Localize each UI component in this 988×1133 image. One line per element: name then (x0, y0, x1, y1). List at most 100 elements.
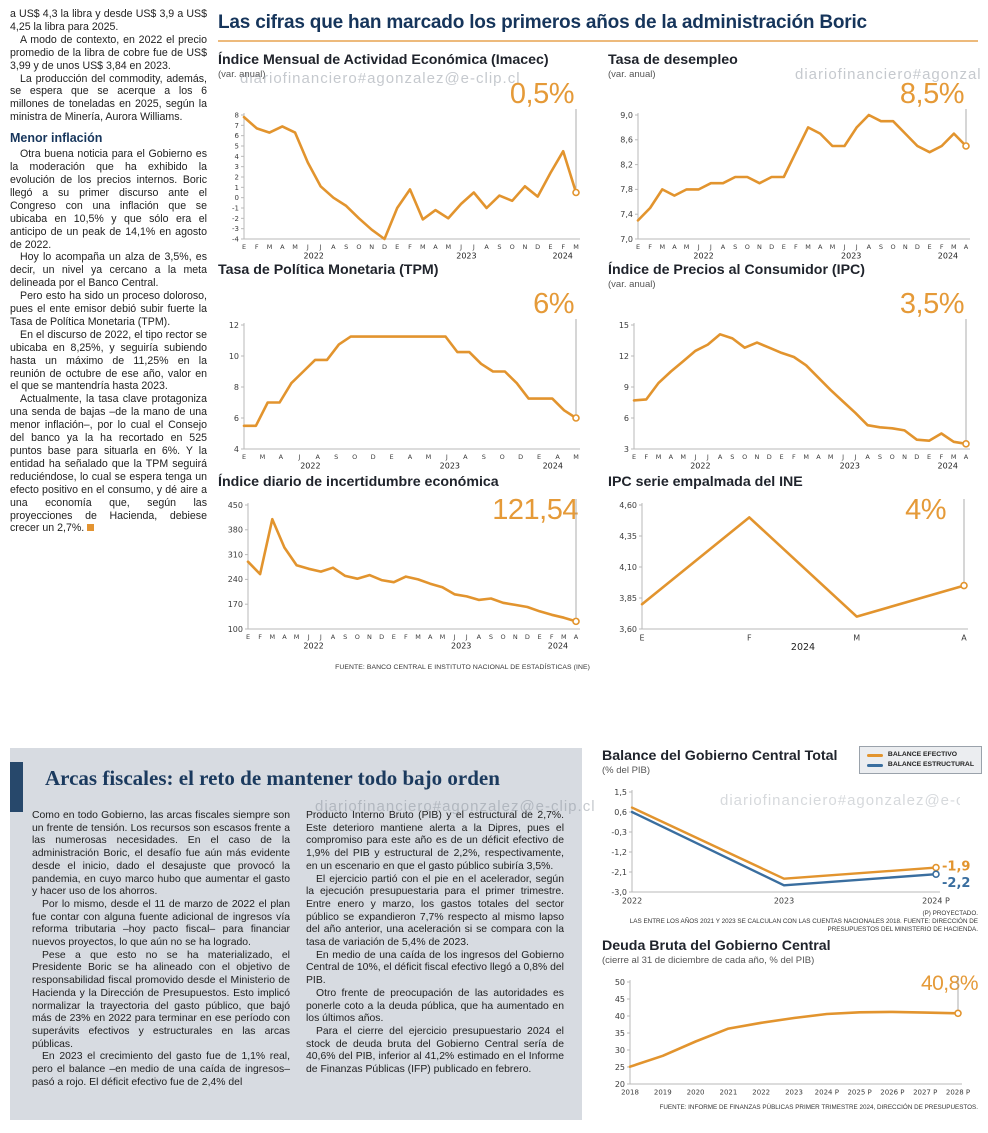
svg-text:E: E (639, 634, 644, 643)
article-paragraph: Pese a que esto no se ha materializado, … (32, 949, 290, 1050)
svg-text:4,35: 4,35 (619, 532, 637, 541)
svg-text:J: J (307, 633, 310, 641)
svg-text:M: M (573, 243, 579, 251)
svg-text:2024: 2024 (938, 462, 958, 471)
svg-text:D: D (518, 453, 523, 461)
svg-text:12: 12 (229, 321, 239, 330)
svg-text:M: M (415, 633, 421, 641)
svg-text:A: A (574, 633, 579, 641)
article-subhead: Menor inflación (10, 131, 103, 146)
svg-text:E: E (537, 453, 541, 461)
svg-text:2023: 2023 (841, 252, 861, 261)
svg-text:F: F (644, 453, 648, 461)
svg-text:S: S (730, 453, 734, 461)
svg-text:D: D (915, 243, 920, 251)
svg-text:O: O (742, 453, 747, 461)
footnote-line: LAS ENTRE LOS AÑOS 2021 Y 2023 SE CALCUL… (629, 918, 978, 933)
chart-subtitle: (% del PIB) (602, 765, 651, 776)
svg-text:2023: 2023 (774, 897, 794, 906)
svg-text:-3: -3 (232, 225, 239, 233)
title-accent-bar (10, 762, 23, 812)
svg-text:2019: 2019 (654, 1089, 672, 1097)
svg-text:N: N (367, 633, 372, 641)
svg-text:M: M (446, 243, 452, 251)
svg-text:A: A (408, 453, 413, 461)
svg-text:E: E (548, 243, 552, 251)
svg-text:M: M (803, 453, 809, 461)
line-chart-ipc: 15 12 9 6 3 E F M A M J J A S O N D E F M A M J J A S O N D E F M A 2022 2… (608, 317, 980, 480)
svg-text:M: M (659, 243, 665, 251)
svg-text:F: F (940, 243, 944, 251)
svg-text:45: 45 (615, 995, 625, 1004)
svg-text:A: A (463, 453, 468, 461)
title-rule (218, 40, 978, 42)
article-paragraph: La producción del commodity, además, se … (10, 72, 207, 124)
svg-text:2024: 2024 (791, 642, 815, 653)
svg-text:M: M (853, 634, 860, 643)
svg-text:S: S (334, 453, 338, 461)
svg-text:2026 P: 2026 P (880, 1089, 904, 1097)
svg-text:2028 P: 2028 P (946, 1089, 970, 1097)
svg-text:E: E (390, 453, 394, 461)
svg-text:2020: 2020 (687, 1089, 705, 1097)
svg-text:D: D (525, 633, 530, 641)
line-chart-incertidumbre: 450 380 310 240 170 100 E F M A M J J A S O N D E F M A M J J A S O… (218, 497, 590, 660)
svg-text:M: M (828, 453, 834, 461)
svg-text:F: F (940, 453, 944, 461)
chart-subtitle: (cierre al 31 de diciembre de cada año, … (602, 955, 815, 966)
svg-text:-2: -2 (232, 215, 239, 223)
chart-value-label: 8,5% (899, 78, 965, 110)
svg-text:15: 15 (619, 321, 629, 330)
svg-text:A: A (331, 633, 336, 641)
svg-text:J: J (319, 243, 322, 251)
article-paragraph: Otra buena noticia para el Gobierno es l… (10, 148, 207, 251)
svg-text:F: F (747, 634, 752, 643)
svg-text:-2,1: -2,1 (611, 868, 627, 877)
svg-text:4: 4 (235, 153, 240, 161)
svg-text:2023: 2023 (451, 642, 471, 651)
svg-text:F: F (404, 633, 408, 641)
svg-text:9,0: 9,0 (620, 111, 633, 120)
svg-text:3: 3 (624, 445, 629, 454)
svg-text:E: E (395, 243, 399, 251)
svg-text:2022: 2022 (690, 462, 710, 471)
svg-text:-1: -1 (232, 204, 239, 212)
svg-text:-1,2: -1,2 (611, 848, 627, 857)
svg-text:S: S (879, 243, 883, 251)
svg-text:35: 35 (615, 1029, 625, 1038)
chart-subtitle: (var. anual) (608, 69, 656, 80)
svg-text:O: O (745, 243, 750, 251)
svg-text:4: 4 (234, 445, 239, 454)
article-paragraph: Producto Interno Bruto (PIB) y el estruc… (306, 810, 564, 872)
svg-text:2024 P: 2024 P (922, 897, 950, 906)
source-note-top: FUENTE: BANCO CENTRAL E INSTITUTO NACION… (335, 664, 590, 671)
chart-subtitle: (var. anual) (608, 279, 656, 290)
svg-text:2027 P: 2027 P (913, 1089, 937, 1097)
svg-text:M: M (561, 633, 567, 641)
svg-text:9: 9 (624, 383, 629, 392)
svg-text:1,5: 1,5 (614, 788, 627, 797)
svg-text:O: O (352, 453, 357, 461)
svg-text:1: 1 (235, 184, 239, 192)
chart-title: Balance del Gobierno Central Total (602, 748, 838, 764)
article-end-mark (87, 524, 95, 532)
svg-text:F: F (792, 453, 796, 461)
chart-card-desempleo: Tasa de desempleo (var. anual) 8,5% 9,0 8… (608, 52, 980, 270)
svg-text:2022: 2022 (303, 642, 323, 651)
svg-text:2023: 2023 (440, 462, 460, 471)
svg-text:O: O (500, 453, 505, 461)
svg-text:A: A (669, 453, 674, 461)
svg-text:J: J (706, 453, 709, 461)
svg-text:20: 20 (615, 1080, 625, 1089)
svg-text:F: F (255, 243, 259, 251)
svg-text:A: A (865, 453, 870, 461)
svg-text:O: O (891, 243, 896, 251)
svg-text:2018: 2018 (621, 1089, 639, 1097)
svg-text:O: O (356, 243, 361, 251)
line-chart-tpm: 12 10 8 6 4 E M A J A S O D E A M J A S O D E A M 2022 2023 2024 (218, 317, 590, 480)
svg-text:N: N (513, 633, 518, 641)
svg-text:30: 30 (615, 1046, 625, 1055)
article-paragraph: En 2023 el crecimiento del gasto fue de … (32, 1051, 290, 1088)
svg-text:25: 25 (615, 1063, 625, 1072)
line-chart-desempleo: 9,0 8,6 8,2 7,8 7,4 7,0 E F M A M J J A S O N D E F M A M J J A S O… (608, 107, 980, 270)
